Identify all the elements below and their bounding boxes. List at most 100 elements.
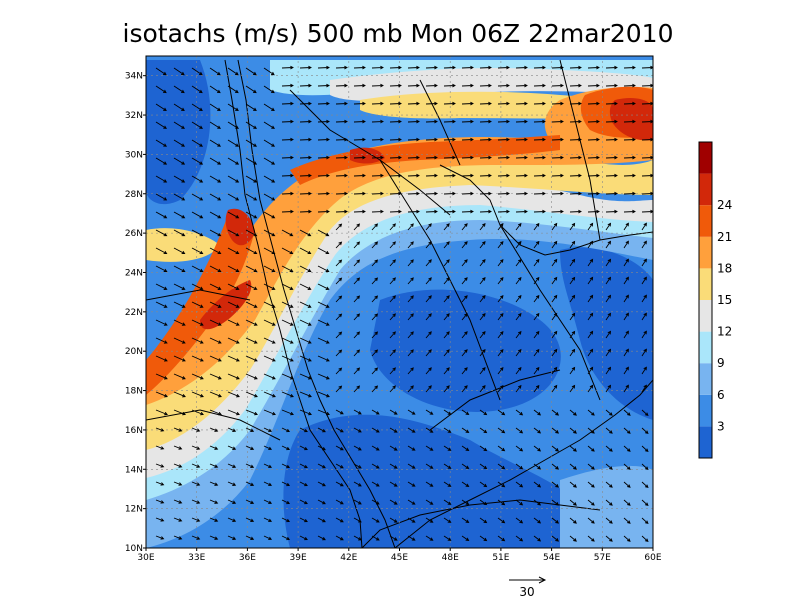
wind-vector	[479, 366, 486, 375]
wind-vector	[281, 247, 294, 255]
wind-vector	[155, 247, 168, 255]
wind-vector	[569, 276, 576, 285]
wind-vector	[551, 535, 560, 542]
wind-vector	[299, 155, 312, 160]
border-line-6	[419, 79, 461, 166]
wind-vector	[281, 391, 294, 398]
wind-vector	[335, 463, 344, 469]
wind-vector	[263, 175, 276, 183]
wind-vector	[497, 119, 510, 124]
wind-vector	[587, 65, 600, 70]
wind-vector	[443, 241, 450, 249]
wind-vector	[299, 337, 312, 344]
wind-vector	[227, 337, 240, 344]
wind-vector	[299, 535, 308, 541]
wind-vector	[443, 119, 456, 124]
wind-vector	[299, 283, 312, 290]
wind-vector	[443, 427, 452, 433]
wind-vector	[515, 312, 522, 321]
wind-vector	[263, 67, 275, 76]
wind-vector	[479, 222, 486, 231]
wind-vector	[389, 277, 396, 285]
wind-vector	[443, 65, 456, 70]
wind-vector	[605, 330, 612, 339]
wind-vector	[335, 427, 344, 433]
border-line-8	[429, 369, 561, 431]
wind-vector	[551, 366, 558, 375]
wind-vector	[227, 409, 240, 416]
wind-vector	[533, 191, 546, 196]
wind-vector	[587, 294, 594, 303]
wind-vector	[317, 373, 330, 380]
wind-vector	[371, 295, 379, 303]
colorbar-label: 24	[717, 198, 732, 212]
wind-vector	[641, 366, 647, 375]
wind-vector	[605, 173, 618, 178]
wind-vector	[389, 295, 396, 303]
wind-vector	[515, 499, 524, 506]
wind-vector	[389, 101, 402, 106]
wind-vector	[227, 103, 239, 112]
wind-vector	[479, 83, 492, 88]
wind-vector	[353, 155, 366, 160]
wind-vector	[371, 241, 379, 249]
wind-vector	[155, 499, 165, 504]
wind-vector	[551, 312, 558, 321]
wind-vector	[155, 265, 168, 272]
lat-tick-label: 26N	[125, 229, 143, 239]
wind-vector	[569, 173, 582, 178]
wind-vector	[353, 409, 362, 415]
wind-vector	[569, 209, 582, 214]
wind-vector	[551, 517, 560, 524]
wind-vector	[191, 499, 201, 504]
wind-vector	[623, 240, 629, 249]
wind-vector	[587, 463, 595, 470]
wind-vector	[281, 173, 294, 178]
wind-vector	[245, 247, 258, 255]
colorbar-swatch	[699, 173, 712, 206]
wind-vector	[245, 103, 257, 112]
wind-vector	[641, 222, 647, 231]
wind-vector	[335, 259, 343, 267]
wind-vector	[299, 265, 312, 272]
wind-vector	[191, 535, 201, 540]
wind-vector	[587, 137, 600, 142]
wind-vector	[389, 331, 396, 339]
lon-tick-label: 60E	[644, 553, 661, 563]
wind-vector	[461, 481, 470, 488]
wind-vector	[209, 175, 222, 183]
wind-vector	[605, 258, 612, 267]
wind-vector	[533, 348, 540, 357]
wind-vector	[587, 517, 595, 524]
wind-vector	[317, 283, 330, 290]
wind-vector	[155, 463, 165, 468]
wind-vector	[461, 101, 474, 106]
wind-vector	[605, 427, 613, 434]
wind-vector	[173, 463, 183, 468]
wind-vector	[443, 277, 450, 285]
wind-vector	[263, 409, 276, 416]
wind-vector	[317, 137, 330, 142]
wind-vector	[209, 103, 221, 112]
wind-vector	[173, 337, 186, 344]
wind-vector	[515, 101, 528, 106]
wind-vector	[641, 101, 653, 106]
wind-vector	[569, 535, 577, 542]
wind-vector	[389, 445, 398, 451]
coastline-arabian-south	[394, 379, 653, 548]
wind-vector	[245, 139, 258, 147]
wind-vector	[479, 517, 488, 524]
wind-vector	[425, 223, 432, 231]
wind-vector	[623, 463, 631, 470]
wind-vector	[389, 223, 396, 231]
wind-vector	[281, 209, 294, 214]
wind-vector	[551, 209, 564, 214]
reference-arrow-head	[538, 576, 547, 584]
wind-vector	[155, 175, 168, 183]
wind-vector	[479, 445, 488, 452]
wind-vector	[371, 223, 379, 231]
wind-vector	[587, 155, 600, 160]
wind-vector	[407, 481, 416, 487]
wind-vector	[245, 301, 258, 308]
wind-vector	[533, 481, 542, 488]
